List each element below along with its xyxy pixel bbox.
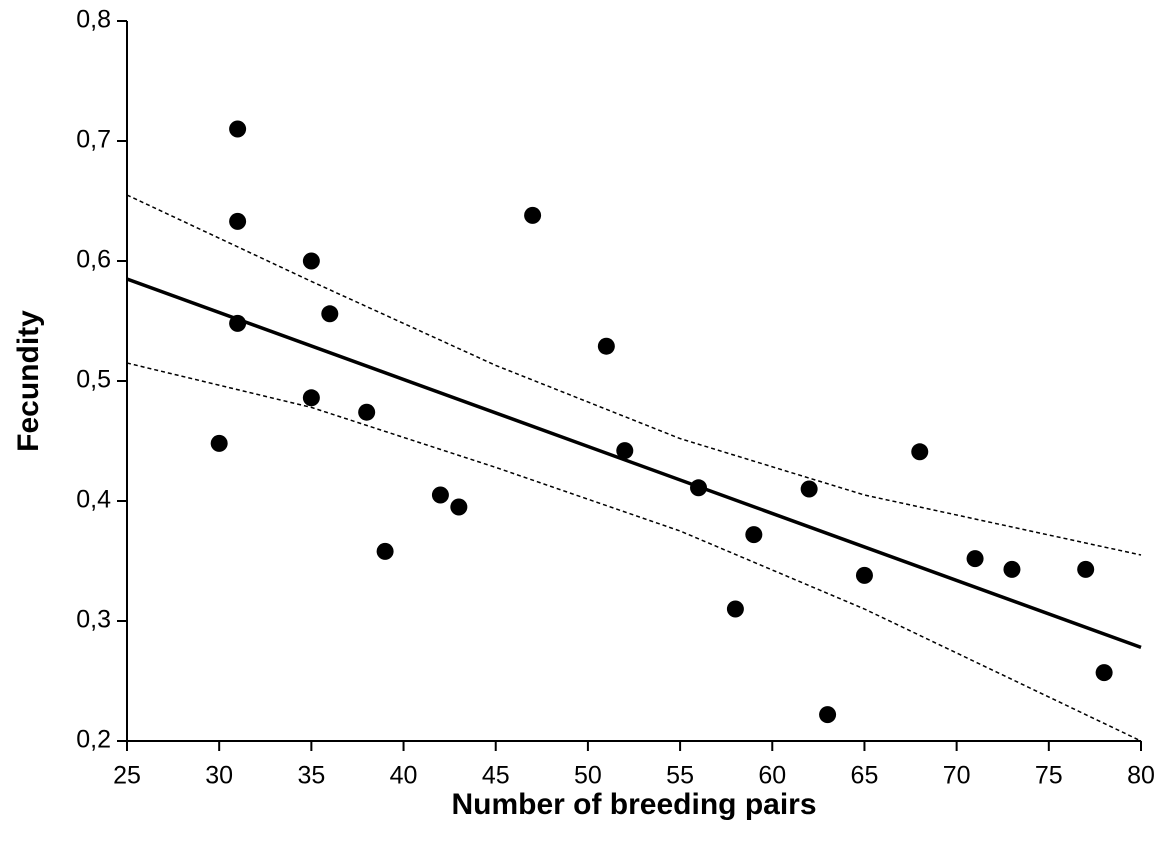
x-tick-label: 80 — [1127, 762, 1155, 790]
x-tick-label: 65 — [851, 762, 879, 790]
data-point — [745, 526, 763, 544]
x-tick-label: 40 — [390, 762, 418, 790]
data-point — [800, 480, 818, 498]
data-point — [229, 120, 247, 138]
confidence-lower — [126, 362, 1142, 742]
data-point — [819, 706, 837, 724]
x-tick-label: 45 — [482, 762, 510, 790]
data-point — [1003, 560, 1021, 578]
x-tick-label: 30 — [205, 762, 233, 790]
data-point — [210, 434, 228, 452]
data-point — [376, 542, 394, 560]
x-axis-title: Number of breeding pairs — [451, 788, 816, 821]
x-tick-label: 60 — [758, 762, 786, 790]
data-point — [302, 389, 320, 407]
data-point — [450, 498, 468, 516]
data-point — [431, 486, 449, 504]
x-tick-label: 70 — [943, 762, 971, 790]
data-point — [726, 600, 744, 618]
data-point — [690, 479, 708, 497]
confidence-upper — [126, 194, 1142, 556]
data-point — [524, 206, 542, 224]
data-point — [966, 550, 984, 568]
y-tick-label: 0,4 — [76, 486, 111, 514]
x-tick-label: 50 — [574, 762, 602, 790]
x-tick-label: 35 — [297, 762, 325, 790]
y-tick-label: 0,6 — [76, 246, 111, 274]
data-point — [1095, 664, 1113, 682]
x-tick-label: 25 — [113, 762, 141, 790]
data-point — [855, 566, 873, 584]
data-point — [616, 442, 634, 460]
data-point — [229, 212, 247, 230]
data-point — [358, 403, 376, 421]
data-point — [597, 337, 615, 355]
data-point — [321, 305, 339, 323]
x-tick-label: 75 — [1035, 762, 1063, 790]
y-tick-label: 0,7 — [76, 126, 111, 154]
data-point — [302, 252, 320, 270]
y-tick-label: 0,5 — [76, 366, 111, 394]
y-tick-label: 0,2 — [76, 726, 111, 754]
regression-line — [126, 277, 1142, 650]
data-point — [1077, 560, 1095, 578]
data-point — [911, 443, 929, 461]
data-point — [229, 314, 247, 332]
y-tick-label: 0,8 — [76, 6, 111, 34]
x-tick-label: 55 — [666, 762, 694, 790]
y-axis-title: Fecundity — [12, 310, 45, 452]
y-tick-label: 0,3 — [76, 606, 111, 634]
